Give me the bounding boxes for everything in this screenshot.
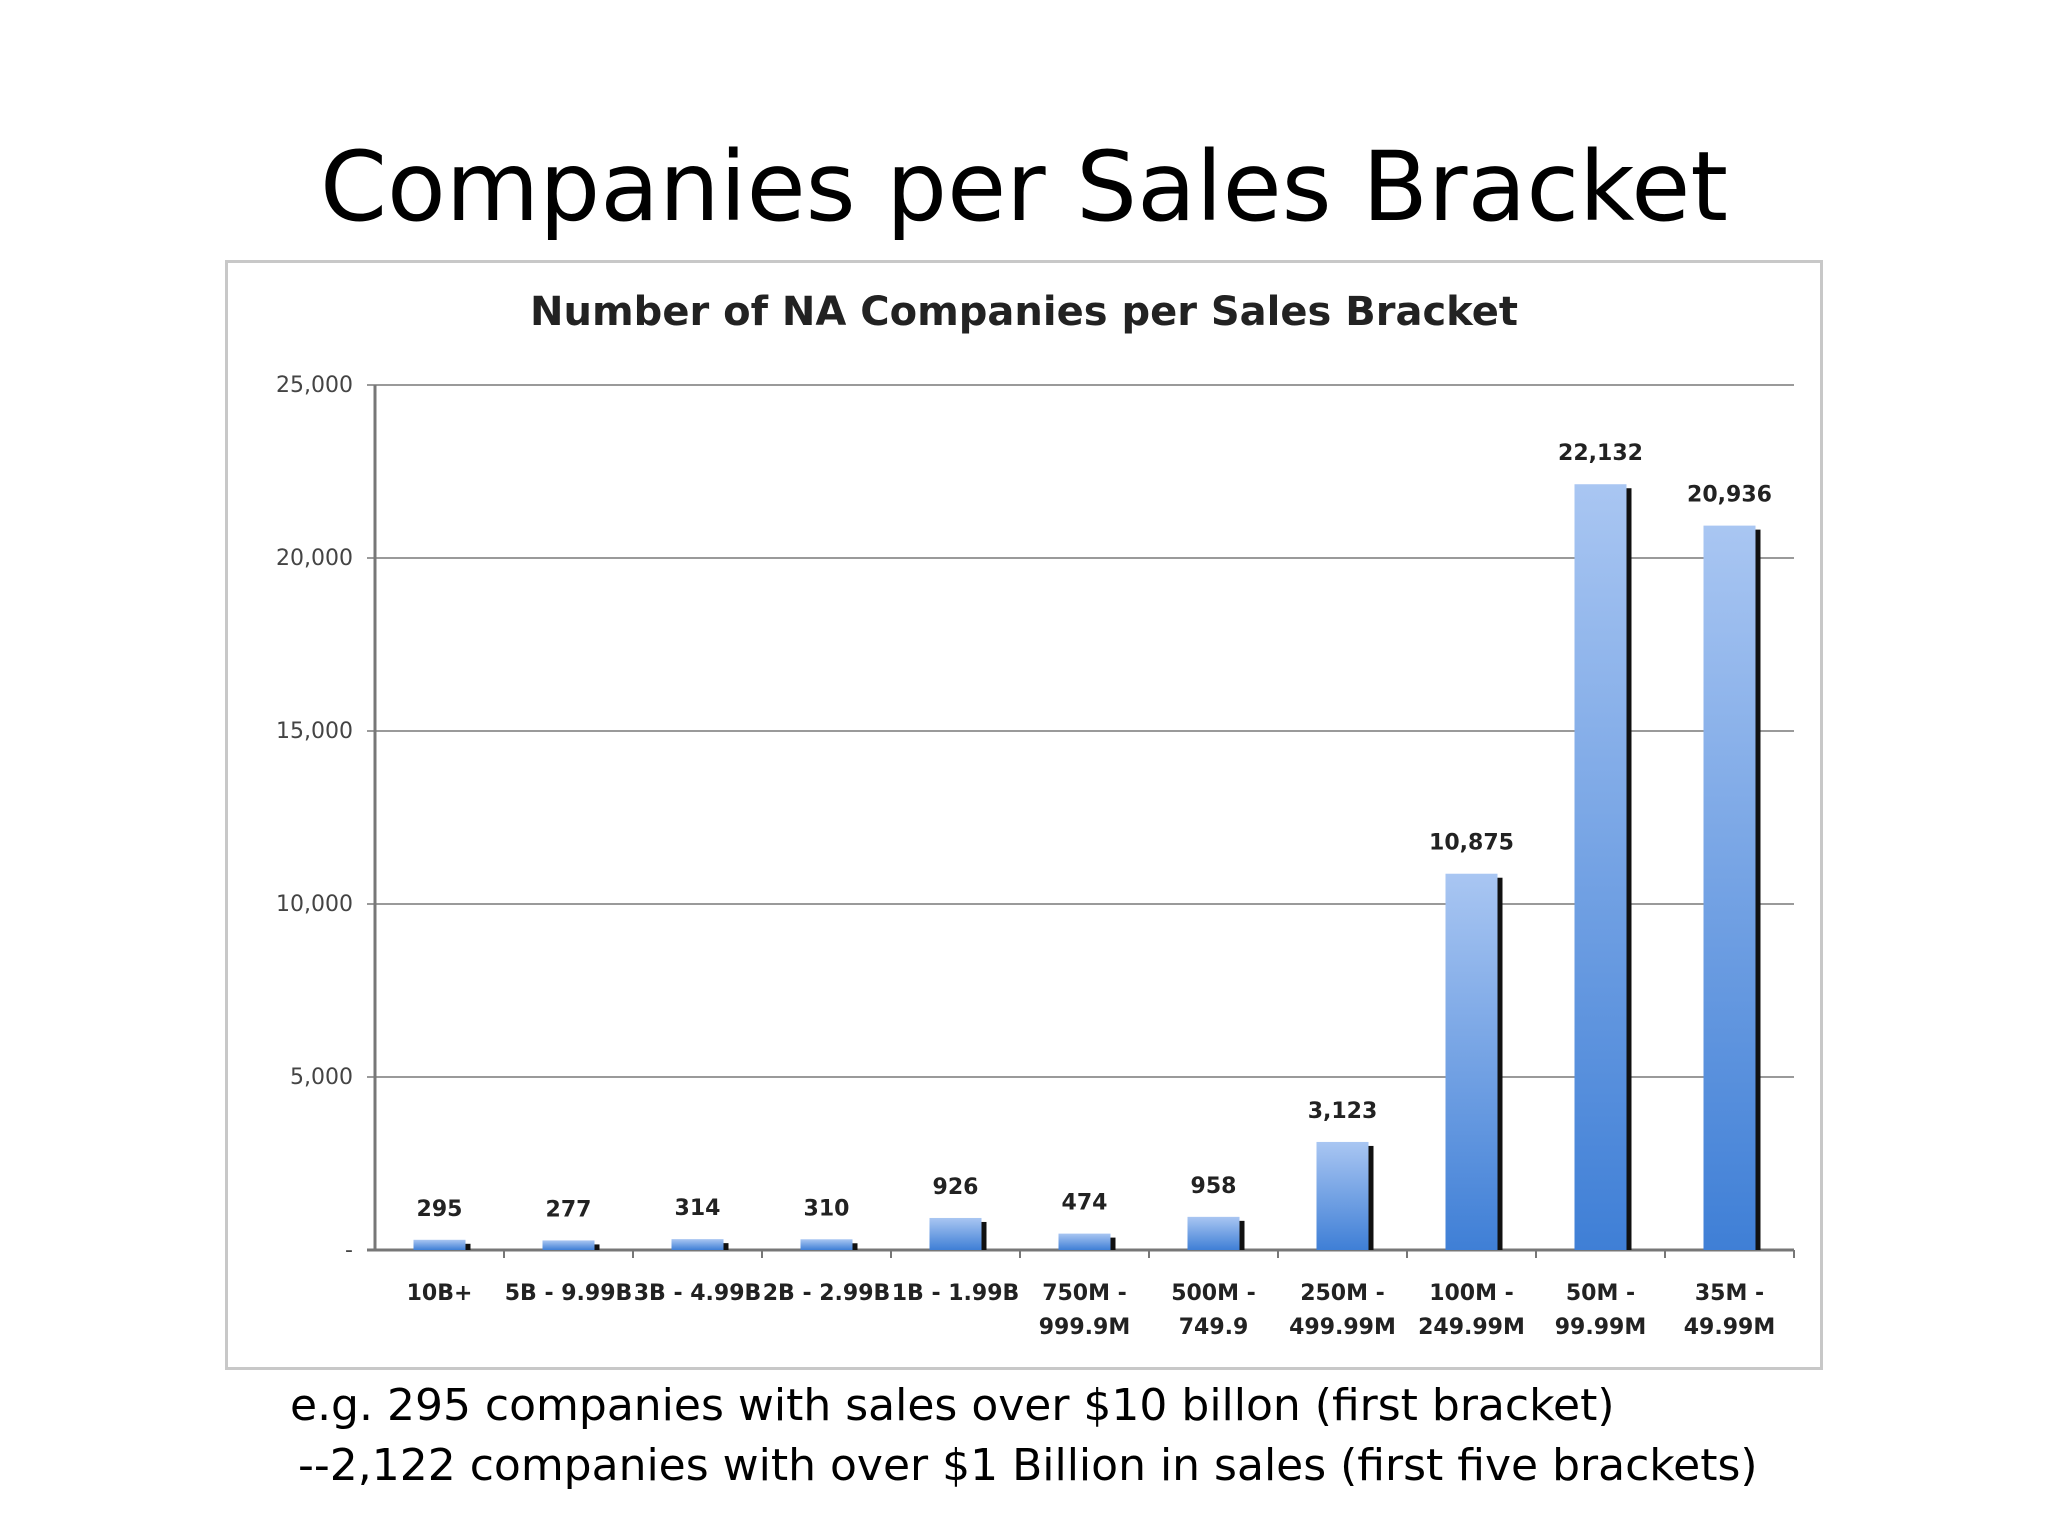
- x-category-label: 999.9M: [1039, 1315, 1130, 1340]
- bar: [1574, 484, 1627, 1250]
- x-category-label: 3B - 4.99B: [634, 1281, 762, 1306]
- data-label: 295: [417, 1197, 463, 1222]
- x-axis-categories: 10B+ 5B - 9.99B 3B - 4.99B 2B - 2.99B 1B - 1…: [407, 1281, 1776, 1340]
- x-category-label: 100M -: [1429, 1281, 1514, 1306]
- x-category-label: 5B - 9.99B: [505, 1281, 633, 1306]
- data-label: 926: [933, 1175, 979, 1200]
- y-tick-label: 10,000: [276, 892, 353, 917]
- x-category-label: 10B+: [407, 1281, 473, 1306]
- bars: [413, 484, 1761, 1250]
- data-label: 277: [546, 1197, 592, 1222]
- data-label: 10,875: [1429, 831, 1514, 856]
- y-tick-label: 20,000: [276, 546, 353, 571]
- slide-title: Companies per Sales Bracket: [320, 131, 1728, 243]
- x-category-label: 1B - 1.99B: [892, 1281, 1020, 1306]
- y-tick-label: 5,000: [290, 1065, 353, 1090]
- data-label: 474: [1062, 1191, 1108, 1216]
- bar: [671, 1239, 724, 1250]
- data-label: 314: [675, 1196, 721, 1221]
- data-label: 22,132: [1558, 441, 1643, 466]
- gridlines: [367, 384, 1795, 1258]
- caption-summary: --2,122 companies with over $1 Billion i…: [298, 1440, 1758, 1491]
- x-category-label: 35M -: [1695, 1281, 1764, 1306]
- x-category-label: 2B - 2.99B: [763, 1281, 891, 1306]
- bar: [1316, 1141, 1369, 1250]
- bar: [542, 1240, 595, 1250]
- x-category-label: 500M -: [1171, 1281, 1256, 1306]
- x-category-label: 249.99M: [1418, 1315, 1525, 1340]
- data-labels: 295 277 314 310 926 474 958 3,123 10,875 22,132 20…: [417, 441, 1772, 1222]
- data-label: 310: [804, 1196, 850, 1221]
- x-category-label: 749.9: [1179, 1315, 1249, 1340]
- bar: [800, 1239, 853, 1250]
- x-category-label: 750M -: [1042, 1281, 1127, 1306]
- x-category-label: 250M -: [1300, 1281, 1385, 1306]
- chart-title: Number of NA Companies per Sales Bracket: [530, 289, 1518, 335]
- bar: [1058, 1233, 1111, 1250]
- bar: [413, 1239, 466, 1250]
- data-label: 3,123: [1308, 1099, 1378, 1124]
- y-axis-ticks: - 5,000 10,000 15,000 20,000 25,000: [276, 373, 353, 1263]
- data-label: 20,936: [1687, 483, 1772, 508]
- caption-example: e.g. 295 companies with sales over $10 b…: [290, 1380, 1615, 1431]
- x-category-label: 499.99M: [1289, 1315, 1396, 1340]
- y-tick-label: -: [345, 1238, 353, 1263]
- bar: [1187, 1216, 1240, 1250]
- y-tick-label: 15,000: [276, 719, 353, 744]
- bar: [929, 1217, 982, 1250]
- x-category-label: 50M -: [1566, 1281, 1635, 1306]
- bar-chart: Number of NA Companies per Sales Bracket…: [276, 289, 1795, 1340]
- chart-frame: Number of NA Companies per Sales Bracket…: [225, 260, 1823, 1370]
- bar: [1445, 873, 1498, 1250]
- data-label: 958: [1191, 1174, 1237, 1199]
- x-category-label: 99.99M: [1555, 1315, 1646, 1340]
- x-category-label: 49.99M: [1684, 1315, 1775, 1340]
- bar: [1703, 525, 1756, 1250]
- y-tick-label: 25,000: [276, 373, 353, 398]
